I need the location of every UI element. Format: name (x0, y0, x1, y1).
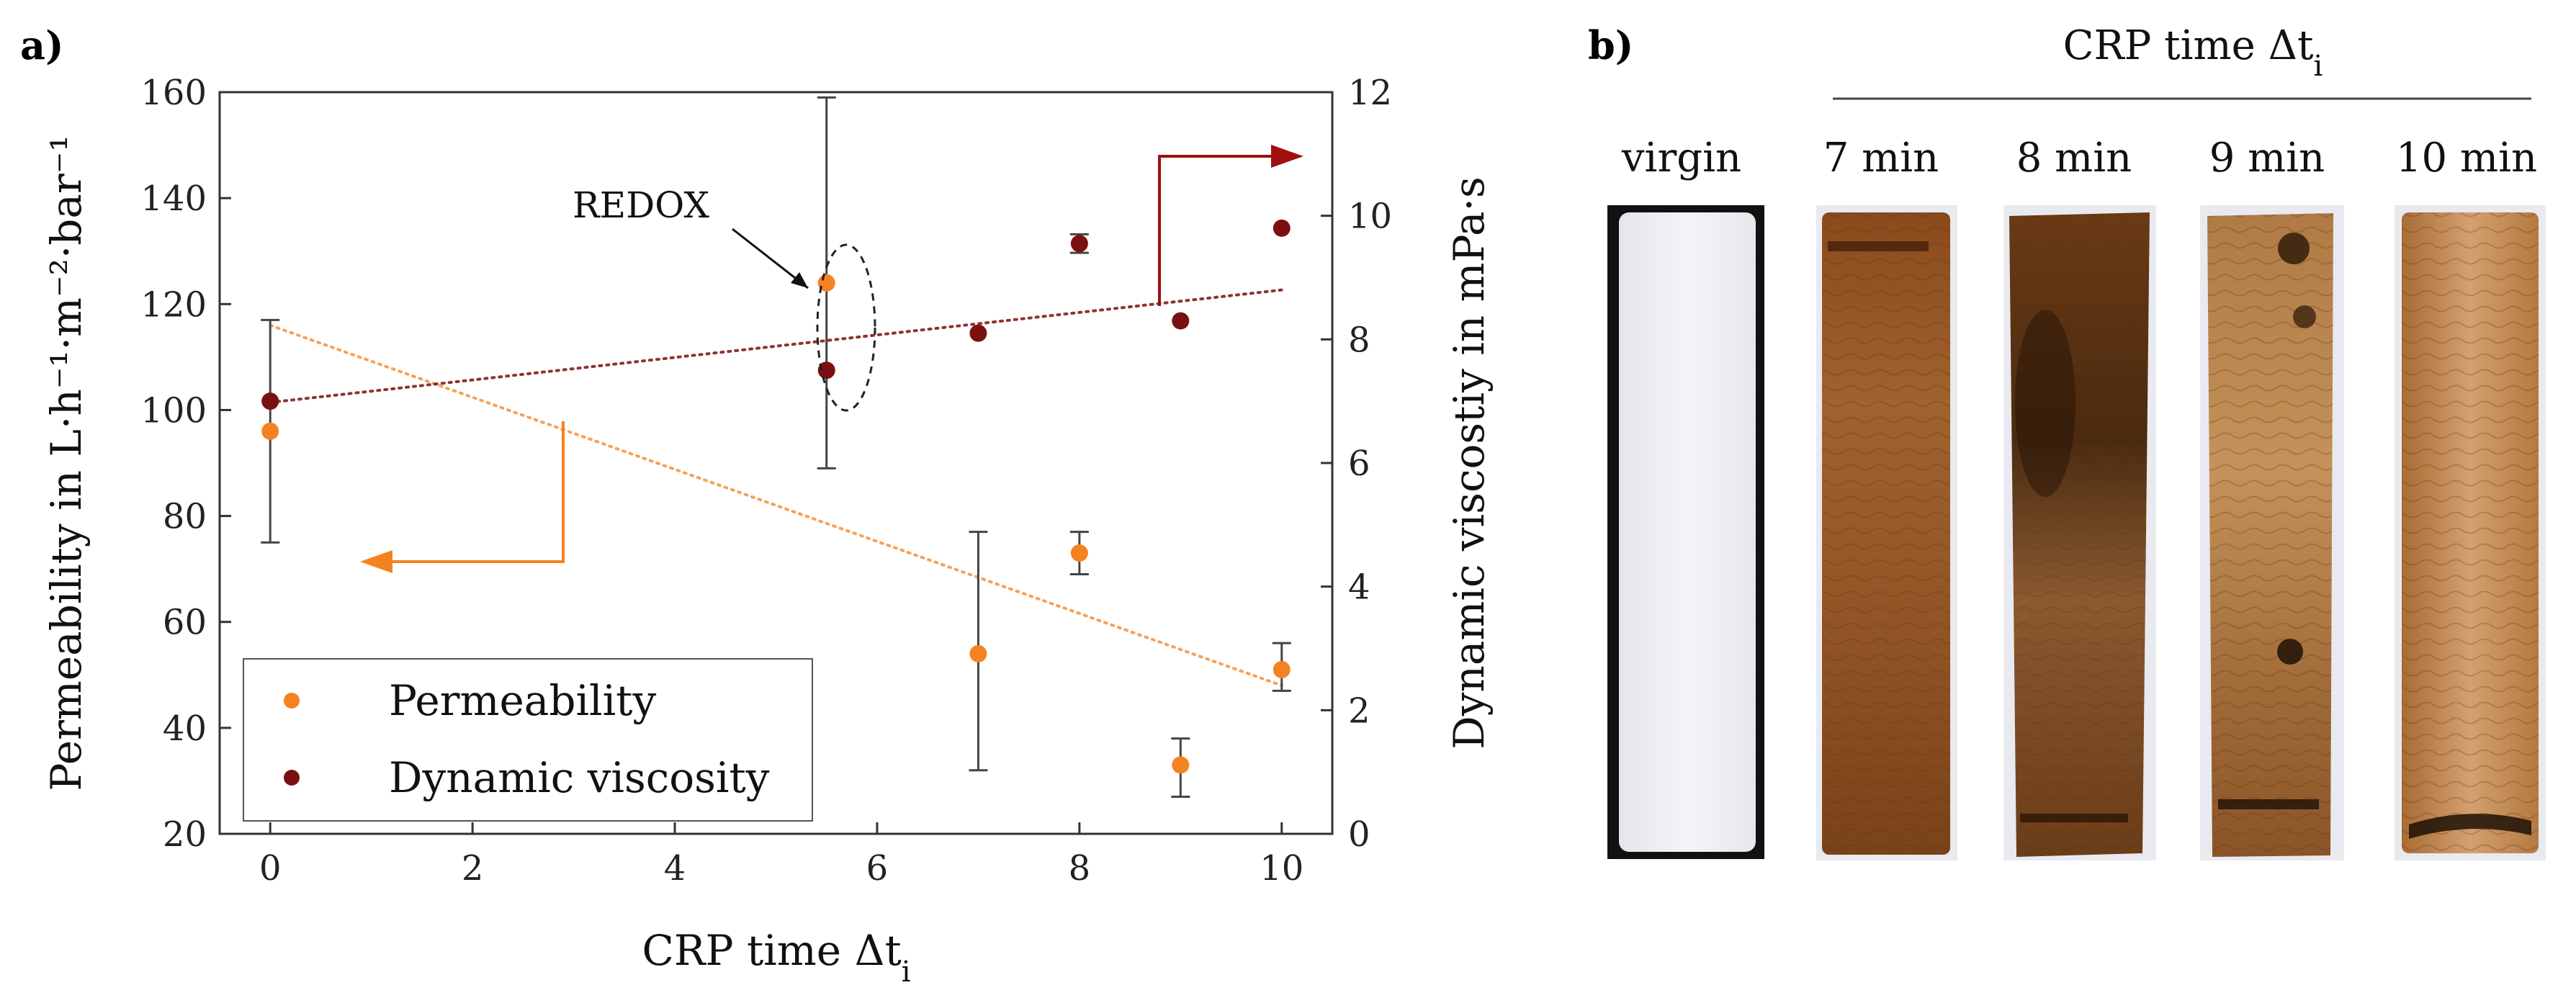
legend-label-viscosity: Dynamic viscosity (389, 753, 770, 802)
panel-b-header: CRP time Δti (2063, 22, 2323, 83)
redox-arrowhead (791, 272, 808, 288)
x-tick-label: 4 (664, 848, 686, 889)
dynamic-viscosity-point (1070, 235, 1088, 253)
left-y-tick-label: 120 (140, 284, 207, 325)
sample-label-7min: 7 min (1823, 135, 1939, 181)
dynamic-viscosity-point (1172, 312, 1190, 330)
sample-photo-8min (2003, 205, 2156, 860)
left-y-tick-label: 100 (140, 390, 207, 431)
right-y-tick-label: 4 (1348, 567, 1370, 608)
sample-photo-7min (1816, 205, 1957, 860)
permeability-point (969, 644, 987, 662)
x-axis: 0 2 4 6 8 10 (259, 822, 1303, 889)
viscosity-axis-arrow (1158, 155, 1275, 306)
data-points (261, 219, 1291, 774)
legend: Permeability Dynamic viscosity (243, 658, 813, 822)
sample-label-virgin: virgin (1621, 135, 1741, 181)
viscosity-arrowhead (1271, 145, 1303, 168)
left-axis-title: Permeability in L·h⁻¹·m⁻²·bar⁻¹ (42, 135, 91, 791)
x-tick-label: 6 (866, 848, 889, 889)
legend-marker-permeability (284, 693, 300, 709)
sample-label-9min: 9 min (2209, 135, 2325, 181)
dynamic-viscosity-point (261, 392, 279, 410)
x-tick-label: 0 (259, 848, 282, 889)
trend-lines (269, 288, 1283, 687)
sample-photo-virgin (1607, 205, 1764, 859)
right-y-tick-label: 0 (1348, 814, 1370, 855)
left-y-tick-label: 140 (140, 179, 207, 219)
legend-label-permeability: Permeability (389, 676, 656, 725)
sample-label-8min: 8 min (2016, 135, 2132, 181)
x-tick-label: 8 (1069, 848, 1091, 889)
left-y-tick-label: 80 (163, 497, 207, 537)
permeability-point (1273, 660, 1291, 678)
left-y-tick-label: 60 (163, 603, 207, 643)
sample-photo-9min (2200, 205, 2344, 860)
permeability-point (1172, 756, 1190, 774)
redox-annotation: REDOX (573, 184, 709, 226)
panel-b-label: b) (1588, 22, 1633, 68)
x-tick-label: 2 (462, 848, 484, 889)
right-y-tick-label: 10 (1348, 197, 1392, 237)
legend-marker-viscosity (284, 770, 300, 786)
left-y-tick-label: 40 (163, 709, 207, 749)
panel-a-label: a) (20, 22, 64, 68)
right-y-tick-label: 2 (1348, 691, 1370, 731)
sample-photo-10min (2395, 205, 2546, 860)
permeability-arrowhead (360, 550, 392, 573)
left-y-tick-label: 20 (163, 814, 207, 855)
sample-photos: virgin 7 min 8 min 9 min 10 min (1607, 135, 2546, 860)
permeability-axis-arrow (389, 421, 565, 563)
right-y-axis: 0 2 4 6 8 10 12 (1321, 73, 1392, 855)
sample-label-10min: 10 min (2396, 135, 2537, 181)
dynamic-viscosity-point (969, 324, 987, 342)
right-axis-title: Dynamic viscostiy in mPa·s (1445, 176, 1494, 750)
dynamic-viscosity-point (1273, 219, 1291, 237)
right-y-tick-label: 6 (1348, 444, 1370, 484)
right-y-tick-label: 8 (1348, 320, 1370, 360)
x-tick-label: 10 (1260, 848, 1303, 889)
permeability-trend-line (269, 323, 1283, 687)
redox-ellipse (816, 243, 876, 412)
right-y-tick-label: 12 (1348, 73, 1392, 113)
left-y-axis: 20 40 60 80 100 120 140 160 (140, 73, 231, 855)
permeability-point (261, 422, 279, 440)
left-y-tick-label: 160 (140, 73, 207, 113)
dynamic-viscosity-trend-line (269, 288, 1283, 404)
dynamic-viscosity-point (817, 361, 835, 379)
permeability-point (1070, 544, 1088, 562)
x-axis-title: CRP time Δti (642, 926, 910, 989)
